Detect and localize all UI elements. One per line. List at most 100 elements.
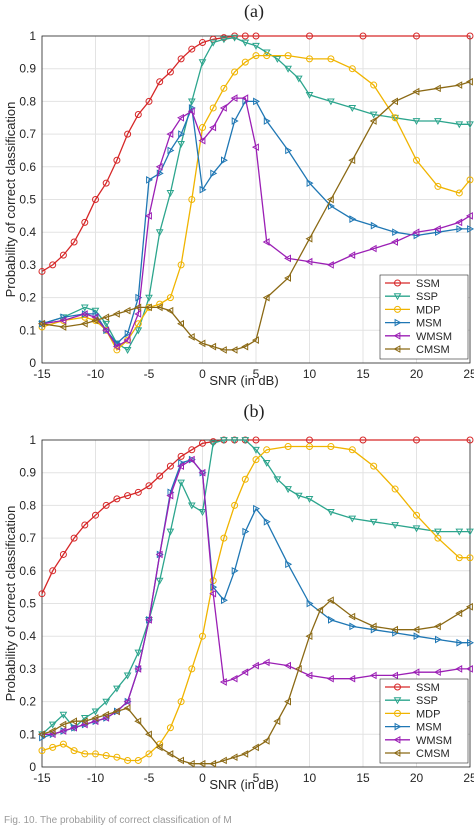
data-point xyxy=(134,320,142,328)
data-point xyxy=(113,495,121,503)
data-point xyxy=(155,229,164,237)
data-point xyxy=(166,306,174,315)
data-point xyxy=(92,750,99,758)
data-point xyxy=(59,711,68,719)
y-tick-label: 0.5 xyxy=(19,597,36,611)
x-tick-label: -5 xyxy=(144,771,155,785)
data-point xyxy=(241,32,249,40)
data-point xyxy=(123,336,131,344)
data-point xyxy=(155,743,163,752)
legend-marker xyxy=(393,735,401,744)
data-point xyxy=(327,98,335,106)
data-point xyxy=(178,130,186,138)
data-point xyxy=(273,717,281,726)
data-point xyxy=(466,528,474,536)
data-point xyxy=(305,234,313,243)
data-point xyxy=(326,261,334,269)
legend-marker xyxy=(394,709,401,717)
x-tick-label: 5 xyxy=(253,771,260,785)
data-point xyxy=(348,65,356,73)
data-point xyxy=(198,339,206,348)
data-point xyxy=(433,225,441,233)
data-point xyxy=(187,502,196,510)
data-point xyxy=(81,218,89,226)
data-point xyxy=(391,238,398,246)
data-point xyxy=(198,59,207,67)
data-point xyxy=(456,225,464,233)
data-point xyxy=(412,668,420,677)
data-point xyxy=(177,462,184,471)
data-point xyxy=(434,118,442,126)
y-tick-label: 0.7 xyxy=(19,531,36,545)
x-tick-label: -15 xyxy=(33,367,51,381)
data-point xyxy=(220,437,228,445)
data-point xyxy=(455,121,464,129)
legend-marker xyxy=(394,279,401,287)
data-point xyxy=(123,704,131,712)
data-point xyxy=(199,632,206,640)
data-point xyxy=(123,306,131,315)
data-point xyxy=(466,32,474,40)
data-point xyxy=(70,534,78,542)
data-point xyxy=(253,97,261,106)
data-point xyxy=(466,121,474,129)
x-tick-label: 15 xyxy=(356,367,370,381)
data-point xyxy=(81,521,89,529)
data-point xyxy=(166,491,174,500)
data-point xyxy=(156,78,164,86)
data-point xyxy=(348,515,357,523)
data-point xyxy=(306,599,314,608)
data-point xyxy=(188,45,196,53)
data-point xyxy=(242,527,250,536)
data-point xyxy=(466,176,474,184)
x-tick-label: 10 xyxy=(303,367,317,381)
data-point xyxy=(434,182,442,190)
data-point xyxy=(38,747,46,755)
legend-marker xyxy=(393,345,401,353)
data-point xyxy=(177,319,184,328)
data-point xyxy=(123,697,131,706)
legend-marker xyxy=(393,749,401,757)
data-point xyxy=(262,658,270,667)
data-point xyxy=(219,678,227,686)
data-point xyxy=(123,672,132,680)
data-point xyxy=(113,685,121,693)
data-point xyxy=(134,310,142,318)
data-point xyxy=(273,55,282,63)
data-point xyxy=(263,517,271,526)
data-point xyxy=(327,443,335,451)
data-point xyxy=(199,39,206,47)
legend-label: SSM xyxy=(416,278,440,290)
data-point xyxy=(49,743,57,751)
data-point xyxy=(177,756,184,765)
data-point xyxy=(209,39,218,47)
data-point xyxy=(177,698,185,706)
data-point xyxy=(433,668,441,677)
series-cmsm xyxy=(37,77,473,354)
data-point xyxy=(305,495,314,503)
data-point xyxy=(177,55,185,63)
data-point xyxy=(391,485,399,493)
series-line xyxy=(41,445,470,762)
data-point xyxy=(155,577,164,585)
data-point xyxy=(326,596,334,605)
data-point xyxy=(198,136,206,145)
data-point xyxy=(230,34,239,42)
data-point xyxy=(187,332,195,341)
data-point xyxy=(413,32,420,40)
data-point xyxy=(305,632,313,641)
chart-title: (a) xyxy=(244,1,264,22)
data-point xyxy=(284,486,292,494)
data-point xyxy=(81,750,89,758)
legend-label: MDP xyxy=(416,304,440,316)
data-point xyxy=(284,254,291,263)
data-point xyxy=(112,310,120,318)
data-point xyxy=(251,336,259,344)
data-point xyxy=(294,492,303,500)
data-point xyxy=(466,554,474,562)
data-point xyxy=(188,196,196,203)
data-point xyxy=(209,440,218,448)
series-wmsm xyxy=(37,94,473,351)
data-point xyxy=(263,117,271,125)
data-point xyxy=(391,114,399,122)
